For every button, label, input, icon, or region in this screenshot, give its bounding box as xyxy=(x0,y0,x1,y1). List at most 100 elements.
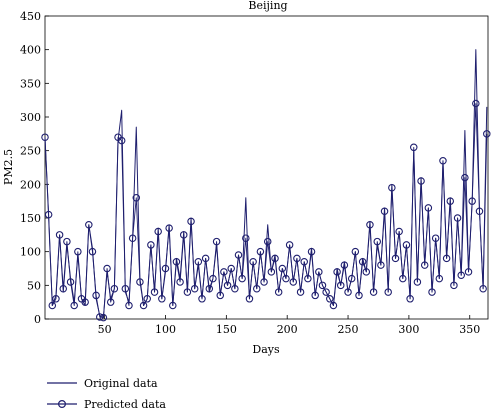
predicted-point xyxy=(187,217,195,226)
x-tick-label: 150 xyxy=(216,323,237,336)
predicted-point xyxy=(388,183,396,192)
y-tick-label: 450 xyxy=(20,10,41,23)
predicted-point xyxy=(296,288,305,296)
predicted-point xyxy=(391,254,400,263)
predicted-point xyxy=(399,274,407,283)
predicted-point xyxy=(446,197,455,205)
predicted-point xyxy=(132,194,141,202)
predicted-point xyxy=(136,278,144,286)
predicted-point xyxy=(198,295,206,303)
predicted-point xyxy=(278,264,287,273)
predicted-point xyxy=(96,313,104,321)
axis-ticks: 0 50 100 150 200 250 300 350 400 450 50 100 150 200 25… xyxy=(20,10,480,336)
predicted-point xyxy=(205,284,214,293)
predicted-point xyxy=(194,258,203,266)
predicted-point xyxy=(300,258,308,266)
predicted-point xyxy=(74,247,82,256)
predicted-point xyxy=(483,130,491,138)
legend-original-label: Original data xyxy=(84,377,158,390)
predicted-point xyxy=(106,298,115,306)
predicted-point xyxy=(402,241,411,249)
predicted-point xyxy=(450,281,458,290)
predicted-point xyxy=(172,258,181,266)
predicted-point xyxy=(351,247,360,256)
predicted-point xyxy=(176,278,184,286)
predicted-point xyxy=(234,251,243,259)
predicted-point xyxy=(117,136,126,145)
predicted-point xyxy=(59,284,68,293)
predicted-point xyxy=(424,204,433,212)
y-tick-label: 100 xyxy=(20,246,41,259)
predicted-point xyxy=(238,274,246,283)
predicted-point xyxy=(150,288,159,296)
predicted-point xyxy=(223,281,232,290)
predicted-point xyxy=(315,268,323,276)
predicted-point xyxy=(410,143,418,152)
predicted-point xyxy=(442,254,451,263)
predicted-point xyxy=(395,227,403,236)
predicted-point xyxy=(85,220,93,229)
predicted-point xyxy=(293,254,301,263)
predicted-point xyxy=(227,264,235,273)
predicted-point xyxy=(121,284,130,293)
predicted-point xyxy=(179,231,188,239)
predicted-point xyxy=(271,254,279,263)
y-tick-label: 50 xyxy=(27,279,41,292)
predicted-point xyxy=(366,220,374,229)
predicted-point xyxy=(472,99,480,108)
predicted-point xyxy=(52,295,60,303)
y-axis-label: PM2.5 xyxy=(2,149,15,185)
predicted-point xyxy=(242,234,250,242)
predicted-point xyxy=(461,173,469,182)
predicted-point xyxy=(216,291,225,300)
predicted-point xyxy=(267,268,276,276)
x-tick-label: 50 xyxy=(98,323,112,336)
legend-predicted-label: Predicted data xyxy=(84,398,166,408)
predicted-point xyxy=(285,241,294,249)
predicted-point xyxy=(41,133,49,141)
predicted-point xyxy=(249,258,257,266)
predicted-point xyxy=(369,288,378,296)
predicted-point xyxy=(479,284,487,293)
predicted-point xyxy=(355,291,363,300)
predicted-point xyxy=(125,301,133,310)
predicted-data-line xyxy=(44,103,488,319)
predicted-point xyxy=(340,261,349,269)
predicted-point xyxy=(329,301,338,310)
predicted-point xyxy=(110,284,119,293)
predicted-point xyxy=(190,284,199,293)
x-tick-label: 300 xyxy=(398,323,419,336)
predicted-data-series xyxy=(41,99,491,322)
predicted-point xyxy=(435,274,444,283)
y-tick-label: 200 xyxy=(20,178,41,191)
predicted-point xyxy=(453,214,462,222)
predicted-point xyxy=(158,295,166,303)
predicted-point xyxy=(128,234,137,242)
x-tick-label: 200 xyxy=(277,323,298,336)
predicted-point xyxy=(147,241,155,249)
predicted-point xyxy=(139,301,148,310)
predicted-point xyxy=(475,207,484,216)
predicted-point xyxy=(439,157,447,165)
predicted-point xyxy=(256,247,265,256)
predicted-point xyxy=(183,288,192,296)
predicted-point xyxy=(245,295,254,303)
predicted-point xyxy=(336,281,345,290)
predicted-point xyxy=(70,301,78,310)
predicted-point xyxy=(384,288,392,296)
predicted-point xyxy=(289,278,298,286)
predicted-point xyxy=(318,281,327,290)
predicted-point xyxy=(212,237,221,246)
predicted-point xyxy=(347,274,356,283)
predicted-point xyxy=(169,301,177,310)
y-tick-label: 350 xyxy=(20,77,41,90)
predicted-point xyxy=(311,291,319,300)
predicted-point xyxy=(48,301,57,310)
predicted-point xyxy=(282,274,290,283)
x-tick-label: 100 xyxy=(155,323,176,336)
x-tick-label: 350 xyxy=(459,323,480,336)
predicted-point xyxy=(304,274,312,283)
predicted-point xyxy=(92,291,100,300)
plot-frame xyxy=(44,15,489,320)
